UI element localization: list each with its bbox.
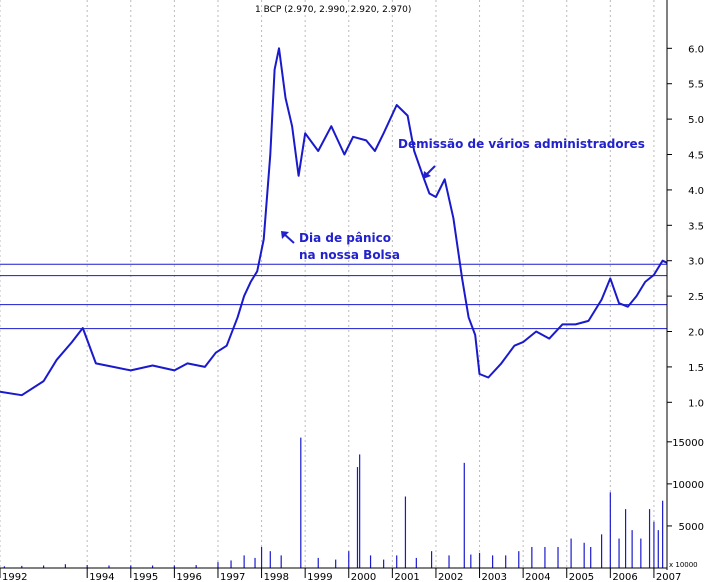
x-tick-label: 1999 [307, 572, 332, 582]
x-tick-label: 1995 [133, 572, 158, 582]
x-tick-label: 2006 [612, 572, 637, 582]
volume-tick-label: 10000 [672, 480, 704, 491]
volume-tick-label: 15000 [672, 438, 704, 449]
price-tick-label: 3.0 [688, 257, 704, 268]
x-axis: 1992 1994 1995 1996 1997 1998 1999 2000 2001 2002… [0, 568, 681, 582]
volume-bars [3, 437, 664, 568]
volume-tick-label: 5000 [679, 522, 704, 533]
price-tick-label: 5.5 [688, 80, 704, 91]
x-tick-label: 1997 [220, 572, 245, 582]
annotation-panic-line1: Dia de pânico [299, 231, 391, 245]
x-tick-label: 2004 [525, 572, 550, 582]
price-tick-label: 4.5 [688, 151, 704, 162]
x-tick-label: 1996 [176, 572, 201, 582]
price-tick-label: 3.5 [688, 221, 704, 232]
price-tick-label: 5.0 [688, 115, 704, 126]
x-tick-label: 2007 [656, 572, 681, 582]
price-tick-label: 1.5 [688, 363, 704, 374]
volume-scale-label: x 10000 [669, 561, 698, 569]
price-series-line [0, 47, 668, 397]
chart-title: 1 BCP (2.970, 2.990, 2.920, 2.970) [255, 5, 411, 15]
x-tick-label: 2003 [482, 572, 507, 582]
panic-arrowhead [281, 231, 289, 239]
price-tick-label: 4.0 [688, 186, 704, 197]
price-tick-label: 2.0 [688, 328, 704, 339]
admins-arrowhead [423, 171, 431, 179]
x-tick-label: 2005 [569, 572, 594, 582]
annotation-panic-line2: na nossa Bolsa [299, 248, 400, 262]
volume-axis: 15000 10000 5000 [667, 438, 704, 533]
price-axis: 6.0 5.5 5.0 4.5 4.0 3.5 3.0 2.5 2.0 1.5 1.0 [667, 44, 704, 409]
price-tick-label: 6.0 [688, 44, 704, 55]
price-tick-label: 1.0 [688, 398, 704, 409]
annotation-admins: Demissão de vários administradores [398, 137, 645, 179]
x-gridlines [0, 0, 655, 568]
annotation-admins-text: Demissão de vários administradores [398, 137, 645, 151]
annotation-panic: Dia de pânico na nossa Bolsa [281, 231, 400, 262]
x-tick-label: 1994 [89, 572, 114, 582]
x-tick-label: 1998 [264, 572, 289, 582]
x-tick-label: 1992 [2, 572, 27, 582]
x-tick-label: 2000 [351, 572, 376, 582]
price-tick-label: 2.5 [688, 292, 704, 303]
price-horizontal-lines [0, 263, 667, 330]
x-tick-label: 2002 [438, 572, 463, 582]
x-tick-label: 2001 [394, 572, 419, 582]
